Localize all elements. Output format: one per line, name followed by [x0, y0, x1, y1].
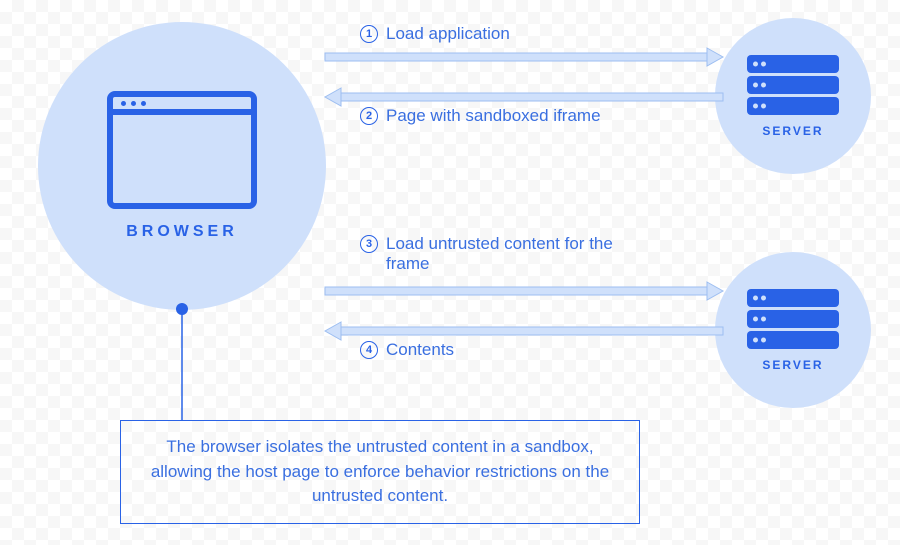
- server-rack-bar-icon: [747, 76, 839, 94]
- server-rack-bar-icon: [747, 55, 839, 73]
- step-text: Contents: [386, 340, 454, 360]
- step-number-badge: 4: [360, 341, 378, 359]
- server-rack-bar-icon: [747, 310, 839, 328]
- server-node-top: SERVER: [715, 18, 871, 174]
- step-text: Page with sandboxed iframe: [386, 106, 601, 126]
- arrow-request-1: [325, 48, 723, 66]
- annotation-box: The browser isolates the untrusted conte…: [120, 420, 640, 524]
- server-rack-bar-icon: [747, 289, 839, 307]
- server-node-bottom: SERVER: [715, 252, 871, 408]
- step-text: Load application: [386, 24, 510, 44]
- step-text: Load untrusted content for the frame: [386, 234, 620, 274]
- step-label-1: 1 Load application: [360, 24, 680, 44]
- browser-window-icon: [107, 91, 257, 209]
- arrow-response-4: [325, 322, 723, 340]
- step-label-2: 2 Page with sandboxed iframe: [360, 106, 680, 126]
- toolbar-dot-icon: [121, 101, 126, 106]
- annotation-connector: [175, 303, 189, 420]
- browser-toolbar-icon: [113, 97, 251, 115]
- step-number-badge: 1: [360, 25, 378, 43]
- server-label: SERVER: [762, 124, 823, 138]
- step-label-4: 4 Contents: [360, 340, 680, 360]
- server-rack-bar-icon: [747, 97, 839, 115]
- step-number-badge: 2: [360, 107, 378, 125]
- step-label-3: 3 Load untrusted content for the frame: [360, 234, 620, 274]
- step-number-badge: 3: [360, 235, 378, 253]
- toolbar-dot-icon: [131, 101, 136, 106]
- toolbar-dot-icon: [141, 101, 146, 106]
- server-rack-bar-icon: [747, 331, 839, 349]
- arrow-response-2: [325, 88, 723, 106]
- browser-label: BROWSER: [126, 223, 238, 241]
- arrow-request-3: [325, 282, 723, 300]
- annotation-text: The browser isolates the untrusted conte…: [151, 437, 609, 505]
- browser-node: BROWSER: [38, 22, 326, 310]
- server-label: SERVER: [762, 358, 823, 372]
